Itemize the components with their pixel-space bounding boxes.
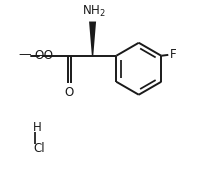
Text: O: O	[34, 49, 44, 62]
Text: —O: —O	[33, 49, 54, 62]
Text: O: O	[64, 86, 73, 99]
Text: NH$_2$: NH$_2$	[81, 4, 105, 19]
Text: —: —	[19, 48, 31, 61]
Text: F: F	[170, 48, 176, 61]
Text: H: H	[33, 121, 42, 134]
Polygon shape	[89, 21, 96, 56]
Text: Cl: Cl	[33, 142, 45, 155]
